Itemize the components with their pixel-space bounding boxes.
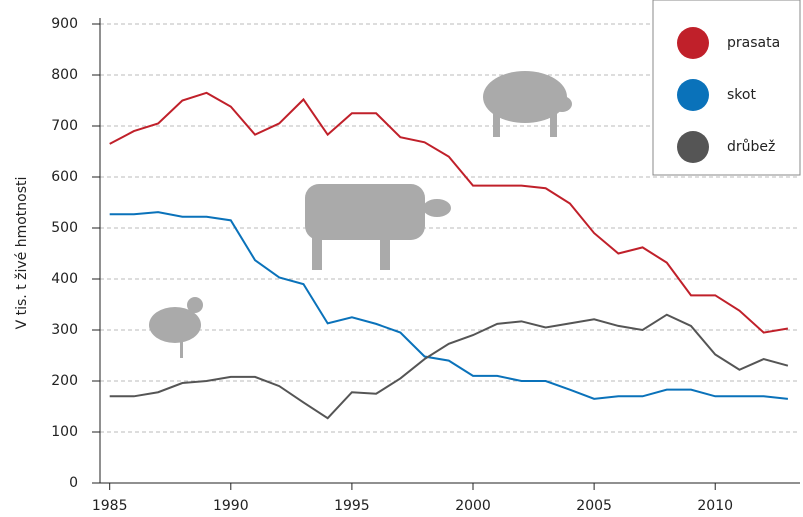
y-tick-label: 0 [69,475,78,491]
x-tick-label: 1995 [334,498,370,514]
legend-label: skot [727,87,756,103]
y-tick-label: 600 [51,169,78,185]
y-tick-label: 700 [51,118,78,134]
legend-label: prasata [727,35,780,51]
x-tick-label: 2000 [455,498,491,514]
y-tick-label: 300 [51,322,78,338]
y-tick-label: 400 [51,271,78,287]
series-line [109,313,789,420]
series-line [109,91,789,334]
y-tick-label: 800 [51,67,78,83]
legend-label: drůbež [727,139,775,155]
x-tick-label: 1985 [92,498,128,514]
legend-marker [677,27,709,59]
legend-marker [677,131,709,163]
x-tick-label: 2010 [697,498,733,514]
decorations [149,71,572,358]
legend-marker [677,79,709,111]
y-axis-label: V tis. t živé hmotnosti [14,177,30,330]
y-tick-label: 200 [51,373,78,389]
y-tick-label: 100 [51,424,78,440]
x-tick-label: 1990 [213,498,249,514]
series-line [109,211,788,400]
y-tick-label: 900 [51,16,78,32]
x-tick-label: 2005 [576,498,612,514]
y-tick-label: 500 [51,220,78,236]
